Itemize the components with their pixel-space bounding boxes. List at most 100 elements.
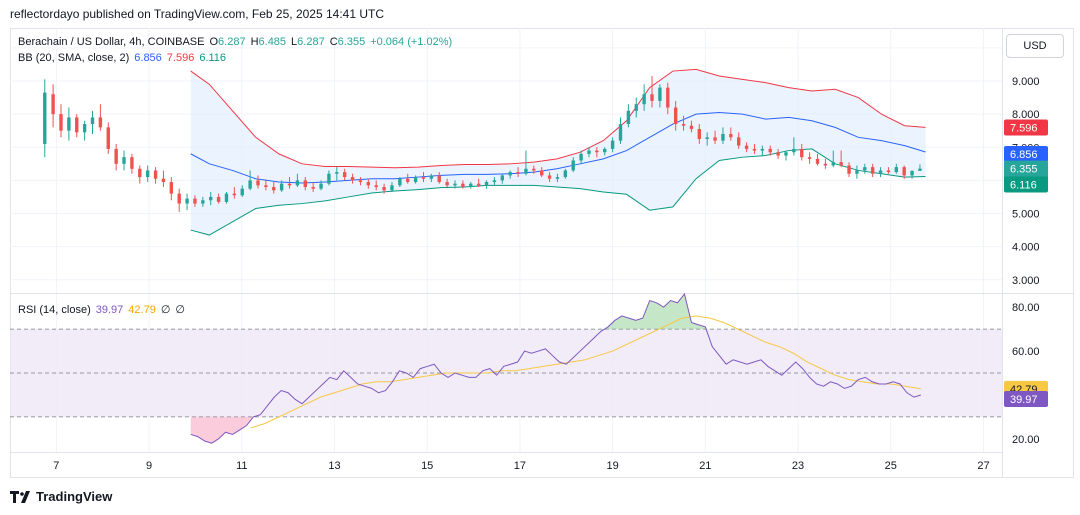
- candle: [295, 173, 300, 187]
- candle-body: [469, 183, 473, 187]
- candle: [240, 185, 244, 197]
- rsi-label[interactable]: RSI (14, close): [18, 304, 91, 316]
- candle: [382, 183, 386, 194]
- candle: [579, 150, 583, 164]
- candle: [209, 191, 213, 206]
- candle-body: [114, 148, 118, 164]
- candle: [634, 97, 638, 118]
- candle: [705, 132, 709, 146]
- candle: [658, 84, 662, 108]
- candle: [90, 110, 95, 134]
- candle-body: [492, 180, 497, 183]
- symbol-title[interactable]: Berachain / US Dollar, 4h, COINBASE: [18, 36, 205, 48]
- candle: [902, 165, 906, 179]
- candle: [839, 150, 843, 168]
- candle-body: [807, 157, 812, 159]
- chart-border: [10, 28, 1074, 478]
- candle-body: [508, 172, 512, 176]
- candle-body: [122, 157, 126, 164]
- candle: [642, 84, 646, 111]
- rsi-oversold-fill: [190, 416, 254, 444]
- candle: [51, 84, 55, 128]
- candle: [618, 117, 623, 144]
- open-label: O: [209, 36, 219, 48]
- candle-body: [295, 180, 300, 186]
- candle: [43, 79, 47, 158]
- candle-body: [398, 178, 402, 186]
- candle: [232, 187, 237, 199]
- candle: [595, 147, 599, 158]
- candle-body: [666, 87, 670, 108]
- rsi-value-tag-text: 39.97: [1010, 394, 1038, 406]
- candle-body: [161, 178, 166, 183]
- candle-body: [374, 185, 378, 187]
- candle-body: [847, 165, 851, 174]
- candle-body: [886, 170, 891, 173]
- candle: [713, 130, 717, 144]
- time-tick-label: 13: [328, 460, 340, 472]
- candle: [390, 182, 394, 192]
- candle-body: [823, 163, 828, 166]
- candle: [350, 173, 355, 184]
- candle-body: [673, 107, 678, 125]
- candle-body: [800, 148, 804, 158]
- candle-body: [658, 87, 662, 101]
- candle-body: [855, 170, 859, 174]
- candle-body: [721, 134, 725, 141]
- currency-selector[interactable]: USD: [1006, 34, 1064, 58]
- candle-body: [272, 187, 276, 191]
- candle: [75, 114, 79, 138]
- candle-body: [169, 182, 174, 194]
- candle-body: [82, 124, 87, 133]
- candle-body: [240, 188, 244, 196]
- candle-body: [264, 185, 268, 187]
- candle: [398, 177, 402, 187]
- time-axis[interactable]: 7 9 11 13 15 17 19 21 23 25 27: [53, 460, 989, 472]
- candle: [453, 180, 457, 189]
- candle: [516, 167, 520, 178]
- candle: [784, 150, 788, 161]
- time-tick-label: 17: [514, 460, 526, 472]
- candle-body: [792, 148, 796, 153]
- candle: [193, 195, 197, 207]
- time-tick-label: 7: [53, 460, 59, 472]
- candle-body: [43, 92, 47, 144]
- tradingview-logo-icon: [10, 490, 30, 503]
- bb-label[interactable]: BB (20, SMA, close, 2): [18, 52, 130, 64]
- candle-body: [894, 167, 899, 173]
- rsi-tick-label: 80.00: [1012, 302, 1040, 314]
- candle: [106, 122, 110, 154]
- candle-body: [634, 104, 638, 111]
- candle-body: [256, 180, 260, 186]
- candle: [744, 142, 749, 153]
- candle-body: [350, 177, 355, 181]
- bb-upper-tag-text: 7.596: [1010, 123, 1038, 135]
- candle-body: [524, 168, 528, 174]
- candle-body: [539, 170, 544, 176]
- candle-body: [603, 148, 607, 153]
- candle-body: [303, 180, 307, 187]
- candle: [366, 178, 371, 189]
- candle: [59, 104, 63, 138]
- candle-body: [51, 94, 55, 115]
- candle: [145, 165, 150, 183]
- candle: [681, 115, 686, 131]
- change-value: +0.064 (+1.02%): [370, 36, 453, 48]
- candle: [98, 104, 103, 131]
- tradingview-logo[interactable]: TradingView: [10, 489, 112, 504]
- close-value: 6.355: [337, 36, 366, 48]
- candle: [886, 167, 891, 174]
- candle: [571, 157, 575, 173]
- candle: [800, 143, 804, 161]
- candle: [264, 180, 268, 191]
- candle: [863, 163, 867, 174]
- candle-body: [421, 177, 426, 179]
- candle: [461, 180, 465, 189]
- candle-body: [650, 94, 654, 101]
- bollinger-bands: [190, 68, 926, 236]
- candle-body: [319, 183, 323, 189]
- bb-lower-tag-text: 6.116: [1010, 180, 1037, 192]
